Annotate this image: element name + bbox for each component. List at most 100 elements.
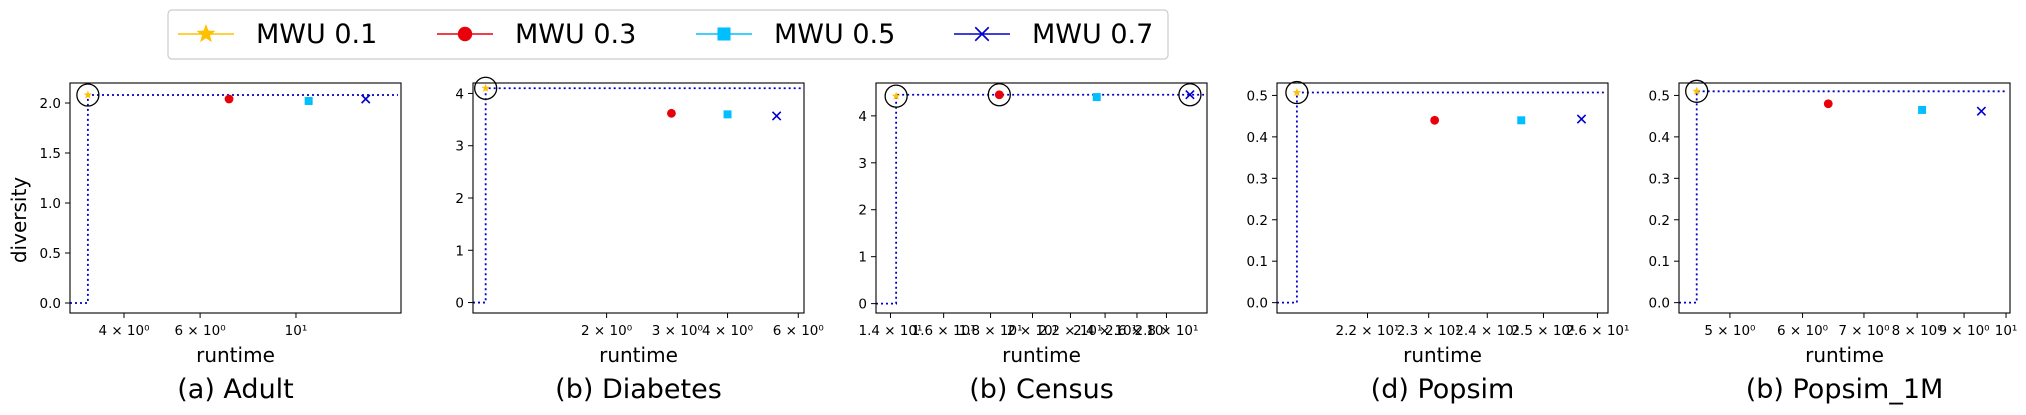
legend-marker xyxy=(457,26,473,42)
x-tick-label: 5 × 10⁰ xyxy=(1704,323,1755,339)
y-tick-label: 2 xyxy=(455,191,464,207)
x-axis-label: runtime xyxy=(1002,343,1081,367)
point-mwu-0-5 xyxy=(723,110,732,119)
x-tick-label: 2 × 10⁰ xyxy=(581,323,632,339)
legend-marker xyxy=(974,26,990,42)
panel-caption: (a) Adult xyxy=(177,374,294,405)
x-axis-label: runtime xyxy=(1403,343,1482,367)
x-tick-label: 9 × 10⁰ xyxy=(1939,323,1990,339)
pareto-frontier xyxy=(876,93,1204,305)
x-axis-label: runtime xyxy=(1805,343,1884,367)
y-tick-label: 0.0 xyxy=(1247,296,1268,312)
legend-marker xyxy=(196,24,216,43)
x-axis-label: runtime xyxy=(599,343,678,367)
point-mwu-0-3 xyxy=(1823,99,1833,109)
x-tick-label: 2.2 × 10¹ xyxy=(1038,323,1102,339)
x-tick-label: 2.2 × 10¹ xyxy=(1336,323,1400,339)
legend-label: MWU 0.3 xyxy=(515,19,636,50)
point-mwu-0-3 xyxy=(994,90,1004,100)
y-tick-label: 4 xyxy=(455,86,464,102)
point-mwu-0-1 xyxy=(83,90,93,99)
y-tick-label: 0 xyxy=(455,296,464,312)
x-tick-label: 2.6 × 10¹ xyxy=(1105,323,1169,339)
x-tick-label: 2.8 × 10¹ xyxy=(1134,323,1198,339)
panel-caption: (b) Popsim_1M xyxy=(1746,374,1944,405)
legend-label: MWU 0.5 xyxy=(774,19,895,50)
point-mwu-0-5 xyxy=(1092,93,1101,102)
x-tick-label: 2.4 × 10¹ xyxy=(1073,323,1137,339)
y-axis-label: diversity xyxy=(7,177,31,263)
pareto-frontier xyxy=(1679,90,2007,304)
x-tick-label: 1.4 × 10¹ xyxy=(858,323,922,339)
x-tick-label: 6 × 10⁰ xyxy=(773,323,824,339)
point-mwu-0-1 xyxy=(481,83,490,92)
x-axis-label: runtime xyxy=(196,343,275,367)
pareto-frontier xyxy=(1277,91,1605,304)
legend: MWU 0.1 MWU 0.3 MWU 0.5 MWU 0.7 xyxy=(167,9,1169,60)
point-mwu-0-5 xyxy=(1918,105,1927,114)
y-tick-label: 4 xyxy=(858,109,867,125)
optimal-highlight-circle xyxy=(474,76,498,100)
x-tick-label: 8 × 10⁰ xyxy=(1892,323,1943,339)
x-tick-label: 2.4 × 10¹ xyxy=(1455,323,1519,339)
legend-marker xyxy=(717,27,731,41)
optimal-highlight-circle xyxy=(884,84,908,108)
panels: 0.0 0.5 1.0 1.5 2.0 4 × 10⁰ 6 × 10⁰ 10¹ runtime (… xyxy=(40,76,2017,405)
chart-panel: 0.0 0.5 1.0 1.5 2.0 4 × 10⁰ 6 × 10⁰ 10¹ runtime (… xyxy=(40,82,402,405)
pareto-frontier xyxy=(473,87,801,304)
y-tick-label: 0.3 xyxy=(1247,171,1268,187)
y-tick-label: 3 xyxy=(858,156,867,172)
y-tick-label: 1 xyxy=(858,250,867,266)
plot-frame xyxy=(1678,82,2011,314)
x-tick-label: 1.8 × 10¹ xyxy=(959,323,1023,339)
y-tick-label: 3 xyxy=(455,139,464,155)
panel-caption: (b) Diabetes xyxy=(555,374,722,405)
plot-frame xyxy=(1276,82,1609,314)
plot-frame xyxy=(875,82,1208,314)
plot-frame xyxy=(472,82,805,314)
legend-entry: MWU 0.7 xyxy=(954,19,1153,50)
x-tick-label: 2.3 × 10¹ xyxy=(1397,323,1461,339)
point-mwu-0-1 xyxy=(1692,86,1701,95)
point-mwu-0-7 xyxy=(1976,106,1987,116)
panel-caption: (b) Census xyxy=(969,374,1114,405)
y-tick-label: 0.4 xyxy=(1247,130,1268,146)
legend-entry: MWU 0.1 xyxy=(178,19,377,50)
point-mwu-0-7 xyxy=(1185,90,1195,100)
y-tick-label: 0 xyxy=(858,297,867,313)
y-tick-label: 0.5 xyxy=(40,246,61,262)
legend-label: MWU 0.7 xyxy=(1032,19,1153,50)
optimal-highlight-circle xyxy=(1178,83,1202,107)
chart-panel: 0 1 2 3 4 2 × 10⁰ 3 × 10⁰ 4 × 10⁰ 6 × 10⁰ runtime… xyxy=(455,76,824,405)
point-mwu-0-1 xyxy=(891,91,901,100)
point-mwu-0-7 xyxy=(361,94,371,104)
point-mwu-0-1 xyxy=(1292,88,1302,97)
x-tick-label: 2.5 × 10¹ xyxy=(1511,323,1575,339)
y-tick-label: 0.5 xyxy=(1247,88,1268,104)
optimal-highlight-circle xyxy=(987,83,1011,107)
point-mwu-0-5 xyxy=(304,97,313,105)
y-tick-label: 0.0 xyxy=(40,296,61,312)
chart-panel: 0.0 0.1 0.2 0.3 0.4 0.5 5 × 10⁰ 6 × 10⁰ 7 × 10⁰ 8… xyxy=(1649,79,2017,405)
legend-entry: MWU 0.3 xyxy=(437,19,636,50)
optimal-highlight-circle xyxy=(76,83,100,107)
x-tick-label: 2.6 × 10¹ xyxy=(1565,323,1629,339)
point-mwu-0-7 xyxy=(771,111,782,121)
point-mwu-0-7 xyxy=(1576,114,1587,124)
legend-entry: MWU 0.5 xyxy=(696,19,895,50)
y-tick-label: 0.2 xyxy=(1649,213,1670,229)
y-tick-label: 0.0 xyxy=(1649,296,1670,312)
x-tick-label: 6 × 10⁰ xyxy=(1777,323,1828,339)
pareto-frontier xyxy=(70,94,398,304)
x-tick-label: 7 × 10⁰ xyxy=(1838,323,1889,339)
y-tick-label: 0.4 xyxy=(1649,130,1670,146)
plot-frame xyxy=(69,82,402,314)
x-tick-label: 4 × 10⁰ xyxy=(98,323,149,339)
y-tick-label: 0.5 xyxy=(1649,88,1670,104)
optimal-highlight-circle xyxy=(1285,80,1309,105)
point-mwu-0-3 xyxy=(667,108,676,118)
point-mwu-0-5 xyxy=(1517,116,1526,125)
x-tick-label: 4 × 10⁰ xyxy=(702,323,753,339)
